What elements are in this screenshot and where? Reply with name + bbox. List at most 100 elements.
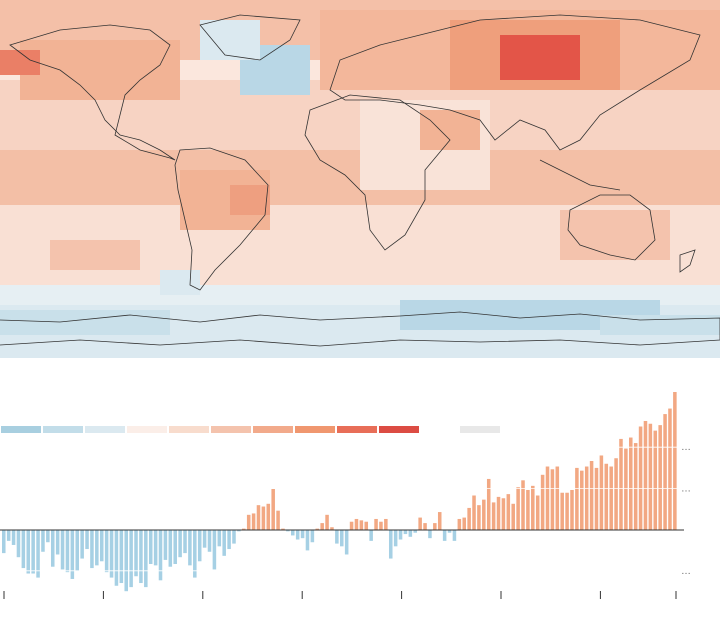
- chart-bar: [516, 487, 520, 530]
- chart-bar: [320, 523, 324, 530]
- chart-bar: [472, 495, 476, 530]
- chart-bar: [629, 437, 633, 530]
- chart-bar: [55, 530, 60, 555]
- chart-bar: [46, 530, 50, 543]
- chart-bar: [114, 530, 119, 586]
- chart-bar: [580, 470, 584, 530]
- legend-swatch: [1, 426, 41, 433]
- chart-bar: [643, 420, 648, 530]
- chart-bar: [183, 530, 187, 554]
- chart-bar: [604, 463, 609, 530]
- chart-bar: [139, 530, 143, 584]
- legend-swatch: [211, 426, 251, 433]
- chart-bar: [276, 510, 280, 530]
- chart-bar: [340, 530, 344, 547]
- chart-bar: [633, 443, 638, 530]
- chart-bar: [65, 530, 70, 573]
- chart-bar: [374, 518, 378, 530]
- chart-bar: [423, 523, 427, 530]
- chart-bar: [668, 408, 672, 530]
- chart-bar: [286, 530, 290, 532]
- chart-bar: [447, 530, 452, 533]
- chart-bar: [403, 530, 408, 535]
- x-axis-ticks: [3, 591, 677, 599]
- chart-bar: [614, 458, 618, 530]
- chart-bar: [467, 507, 471, 530]
- chart-bar: [237, 530, 241, 532]
- chart-bar: [496, 496, 501, 530]
- chart-bar: [16, 530, 21, 558]
- legend-swatch: [253, 426, 293, 433]
- chart-bar: [535, 495, 540, 530]
- chart-bar: [119, 530, 124, 584]
- chart-bar: [658, 425, 662, 530]
- chart-bar: [95, 530, 99, 566]
- chart-bar: [589, 461, 594, 530]
- legend-swatch: [85, 426, 125, 433]
- chart-bar: [599, 455, 604, 530]
- chart-bar: [364, 521, 369, 530]
- chart-bar: [85, 530, 89, 550]
- chart-bar: [511, 503, 515, 530]
- chart-bar: [31, 530, 35, 574]
- legend-swatch: [295, 426, 335, 433]
- chart-bar: [163, 530, 168, 560]
- chart-bar: [295, 530, 300, 540]
- chart-bar: [570, 489, 574, 530]
- chart-bar: [212, 530, 217, 570]
- chart-bar: [256, 505, 261, 530]
- chart-bar: [501, 498, 506, 530]
- chart-bar: [227, 530, 231, 550]
- chart-bar: [609, 466, 613, 530]
- chart-bar: [398, 530, 403, 540]
- chart-bar: [305, 530, 310, 551]
- chart-bar: [202, 530, 207, 548]
- temperature-anomaly-map: [0, 0, 720, 358]
- chart-bar: [349, 521, 354, 530]
- legend-swatch: [169, 426, 209, 433]
- chart-bar: [462, 517, 466, 530]
- chart-bar: [555, 466, 560, 530]
- chart-bar: [433, 523, 437, 530]
- chart-bar: [21, 530, 26, 569]
- color-legend: [1, 426, 500, 433]
- chart-bar: [526, 489, 530, 530]
- chart-bar: [168, 530, 173, 567]
- chart-bar: [41, 530, 45, 552]
- chart-bar: [207, 530, 212, 552]
- chart-bar: [550, 469, 555, 530]
- chart-bar: [222, 530, 226, 556]
- map-heat-regions: [0, 0, 720, 358]
- chart-bar: [300, 530, 305, 539]
- chart-bar: [26, 530, 31, 574]
- chart-bar: [188, 530, 192, 566]
- chart-bar: [148, 530, 153, 564]
- chart-bar: [193, 530, 197, 578]
- chart-bar: [388, 530, 393, 559]
- chart-bar: [560, 492, 564, 530]
- chart-bar: [477, 505, 481, 530]
- chart-bar: [217, 530, 222, 547]
- chart-bar: [124, 530, 128, 592]
- chart-bar: [638, 426, 643, 530]
- chart-bar: [506, 494, 511, 530]
- anomaly-bar-chart: ………: [0, 392, 691, 599]
- chart-bar: [437, 512, 442, 530]
- chart-bar: [75, 530, 80, 571]
- y-axis-label: …: [681, 442, 691, 453]
- chart-bar: [178, 530, 182, 558]
- chart-bar: [232, 530, 236, 544]
- chart-bar: [663, 414, 667, 530]
- chart-bar: [619, 438, 623, 530]
- chart-bar: [246, 514, 251, 530]
- chart-bar: [251, 513, 256, 530]
- chart-bar: [36, 530, 40, 578]
- chart-bar: [393, 530, 398, 547]
- chart-bar: [90, 530, 94, 569]
- chart-bar: [452, 530, 457, 541]
- chart-gridlines: [2, 446, 678, 572]
- chart-bar: [648, 423, 653, 530]
- chart-bar: [369, 530, 373, 541]
- chart-bar: [6, 530, 11, 541]
- chart-bar: [330, 527, 334, 530]
